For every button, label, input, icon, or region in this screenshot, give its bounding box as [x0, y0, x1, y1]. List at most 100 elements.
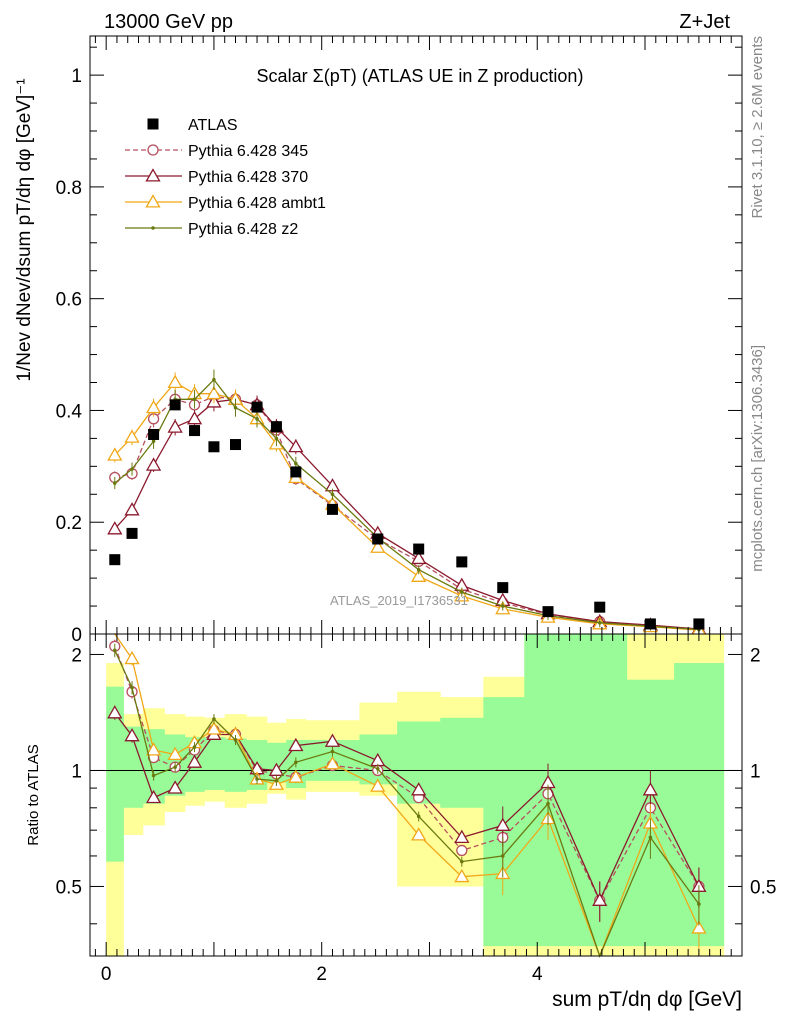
- ratio-point: [460, 859, 464, 864]
- ratio-point: [192, 745, 197, 749]
- data-point: [594, 601, 606, 613]
- data-point: [456, 556, 468, 568]
- ratio-point: [294, 760, 298, 765]
- x-axis-label: sum pT/dη dφ [GeV]: [552, 988, 742, 1011]
- ratio-point: [454, 868, 470, 883]
- y-tick-label: 0: [71, 625, 82, 646]
- legend-label: Pythia 6.428 z2: [188, 221, 298, 238]
- data-point: [167, 419, 183, 433]
- main-title: Scalar Σ(pT) (ATLAS UE in Z production): [257, 66, 584, 86]
- ratio-point: [124, 728, 140, 742]
- legend-entry: ATLAS: [147, 117, 238, 134]
- data-point: [411, 568, 427, 582]
- ratio-point: [145, 789, 162, 804]
- band-segment: [440, 717, 484, 808]
- ratio-point: [375, 766, 380, 771]
- y-tick-label: 0.6: [56, 290, 82, 311]
- data-point: [411, 550, 427, 565]
- data-point: [693, 618, 705, 630]
- data-point: [251, 401, 263, 413]
- band-segment: [142, 729, 165, 804]
- legend-entry: Pythia 6.428 ambt1: [125, 194, 326, 212]
- ratio-y-tick-label: 1: [71, 761, 82, 782]
- ratio-point: [416, 814, 421, 819]
- data-point: [124, 429, 140, 443]
- data-point: [112, 481, 117, 485]
- legend-entry: Pythia 6.428 z2: [125, 221, 298, 238]
- data-point: [186, 411, 203, 425]
- band-segment: [106, 686, 124, 862]
- data-point: [274, 436, 279, 441]
- legend-marker: [145, 168, 161, 182]
- data-point: [460, 590, 464, 594]
- data-point: [416, 567, 421, 572]
- data-point: [126, 527, 138, 539]
- x-tick-label: 4: [532, 964, 543, 985]
- data-point: [107, 447, 123, 461]
- ratio-point: [255, 777, 259, 781]
- ratio-y-tick-label: 0.5: [56, 877, 82, 898]
- main-ylabel: 1/Nev dNev/dsum pT/dη dφ [GeV]⁻¹: [14, 78, 35, 381]
- data-point: [597, 621, 602, 625]
- ratio-point: [697, 902, 701, 906]
- data-point: [500, 604, 505, 608]
- ratio-point: [288, 769, 304, 783]
- ratio-point: [206, 721, 222, 735]
- legend-label: Pythia 6.428 ambt1: [188, 195, 326, 212]
- ratio-y-tick-label: 1: [750, 761, 761, 782]
- data-point: [151, 439, 156, 443]
- ratio-point: [186, 754, 203, 768]
- data-point: [294, 461, 298, 466]
- data-point: [208, 441, 220, 453]
- ratio-point: [288, 737, 304, 752]
- band-segment: [204, 737, 226, 790]
- data-point: [229, 439, 241, 451]
- ratio-frame: [89, 633, 743, 957]
- series-atlas: [109, 399, 705, 630]
- ratio-point: [500, 854, 505, 858]
- ratio-point: [233, 738, 238, 742]
- ratio-series-pythia-6-428-z2: [112, 643, 701, 958]
- legend-marker: [151, 226, 155, 230]
- ratio-point: [112, 648, 117, 653]
- data-point: [145, 399, 162, 414]
- data-point: [169, 399, 181, 411]
- ratio-point: [411, 827, 427, 841]
- ratio-point: [167, 780, 183, 794]
- ratio-series-pythia-6-428-370: [107, 705, 707, 922]
- legend-marker: [145, 194, 161, 208]
- ratio-point: [130, 685, 134, 690]
- ratio-point: [274, 779, 279, 783]
- legend-entry: Pythia 6.428 345: [125, 143, 308, 160]
- data-point: [109, 554, 121, 566]
- data-point: [270, 421, 282, 433]
- data-point: [189, 425, 201, 437]
- ratio-point: [151, 773, 156, 778]
- y-tick-label: 0.4: [56, 401, 83, 422]
- ratio-point: [456, 844, 468, 857]
- data-point: [542, 606, 554, 618]
- ratio-plot-panel: 0 2 4 0.5 0.5 1 1 2 2 Ratio to ATLAS sum pT/dη d…: [25, 633, 776, 1011]
- ratio-ylabel: Ratio to ATLAS: [25, 744, 42, 845]
- data-point: [145, 457, 162, 471]
- data-point: [124, 502, 140, 516]
- x-tick-label: 0: [101, 964, 112, 985]
- ratio-point: [324, 756, 341, 770]
- ratio-point: [324, 733, 341, 747]
- ratio-point: [411, 782, 427, 796]
- band-segment: [224, 738, 247, 792]
- header-left: 13000 GeV pp: [104, 11, 233, 33]
- data-point: [326, 503, 338, 515]
- ratio-y-tick-label: 2: [71, 645, 82, 666]
- ratio-point: [167, 746, 183, 761]
- data-point: [370, 539, 386, 553]
- ratio-point: [173, 765, 177, 769]
- ratio-point: [592, 892, 608, 906]
- data-point: [148, 428, 160, 440]
- ratio-point: [648, 835, 653, 840]
- legend-label: Pythia 6.428 345: [188, 143, 308, 160]
- ratio-point: [268, 762, 285, 776]
- ratio-point: [124, 650, 140, 665]
- ratio-y-tick-label: 0.5: [750, 877, 776, 898]
